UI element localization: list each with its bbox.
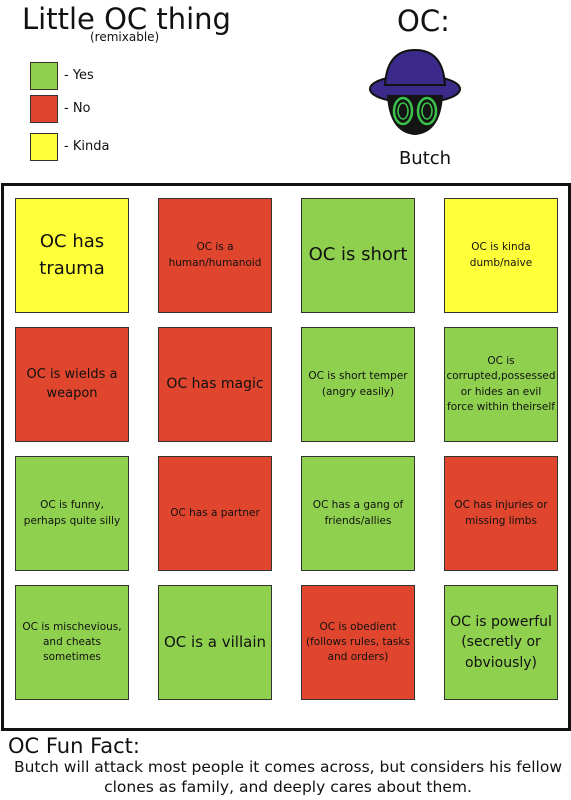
cell-text: OC has magic <box>166 376 264 393</box>
bingo-cell: OC is a human/humanoid <box>158 198 272 313</box>
cell-text: OC is powerful (secretly or obviously) <box>450 614 552 671</box>
cell-text: OC is mischevious, and cheats sometimes <box>22 620 122 664</box>
legend-label: - Yes <box>64 68 94 83</box>
bingo-cell: OC is wields a weapon <box>15 327 129 442</box>
cell-text: OC is kinda dumb/naive <box>469 241 533 269</box>
oc-label: OC: <box>397 4 450 38</box>
fun-fact-title: OC Fun Fact: <box>8 734 140 758</box>
title: Little OC thing <box>22 2 231 36</box>
bingo-cell: OC is a villain <box>158 585 272 700</box>
bingo-cell: OC is mischevious, and cheats sometimes <box>15 585 129 700</box>
bingo-cell: OC has trauma <box>15 198 129 313</box>
subtitle: (remixable) <box>90 30 160 44</box>
cell-text: OC is obedient (follows rules, tasks and… <box>306 620 410 664</box>
oc-name: Butch <box>398 148 452 169</box>
cell-text: OC is a human/humanoid <box>168 241 262 269</box>
bingo-cell: OC is short <box>301 198 415 313</box>
cell-text: OC is funny, perhaps quite silly <box>23 499 121 527</box>
cell-text: OC has a gang of friends/allies <box>312 499 404 527</box>
cell-text: OC is corrupted,possessed or hides an ev… <box>446 355 556 413</box>
cell-text: OC is a villain <box>163 632 266 651</box>
cell-text: OC is wields a weapon <box>26 366 118 401</box>
legend-label: - Kinda <box>64 139 110 154</box>
cell-text: OC is short <box>308 244 408 266</box>
bingo-cell: OC is short temper (angry easily) <box>301 327 415 442</box>
bingo-cell: OC is corrupted,possessed or hides an ev… <box>444 327 558 442</box>
bingo-cell: OC has a gang of friends/allies <box>301 456 415 571</box>
cell-text: OC has a partner <box>170 506 260 519</box>
bingo-cell: OC has a partner <box>158 456 272 571</box>
bingo-cell: OC has magic <box>158 327 272 442</box>
bingo-cell: OC is powerful (secretly or obviously) <box>444 585 558 700</box>
oc-icon <box>369 48 461 135</box>
cell-text: OC has trauma <box>39 231 105 279</box>
legend-swatch <box>30 133 58 161</box>
legend-swatch <box>30 95 58 123</box>
bingo-cell: OC is funny, perhaps quite silly <box>15 456 129 571</box>
bingo-cell: OC has injuries or missing limbs <box>444 456 558 571</box>
legend-swatch <box>30 62 58 90</box>
bingo-cell: OC is obedient (follows rules, tasks and… <box>301 585 415 700</box>
cell-text: OC has injuries or missing limbs <box>454 499 548 527</box>
fun-fact-text: Butch will attack most people it comes a… <box>13 758 563 797</box>
bingo-grid: OC has trauma OC is a human/humanoid OC is… <box>1 183 571 731</box>
bingo-cell: OC is kinda dumb/naive <box>444 198 558 313</box>
cell-text: OC is short temper (angry easily) <box>308 370 408 398</box>
legend-label: - No <box>64 101 91 116</box>
